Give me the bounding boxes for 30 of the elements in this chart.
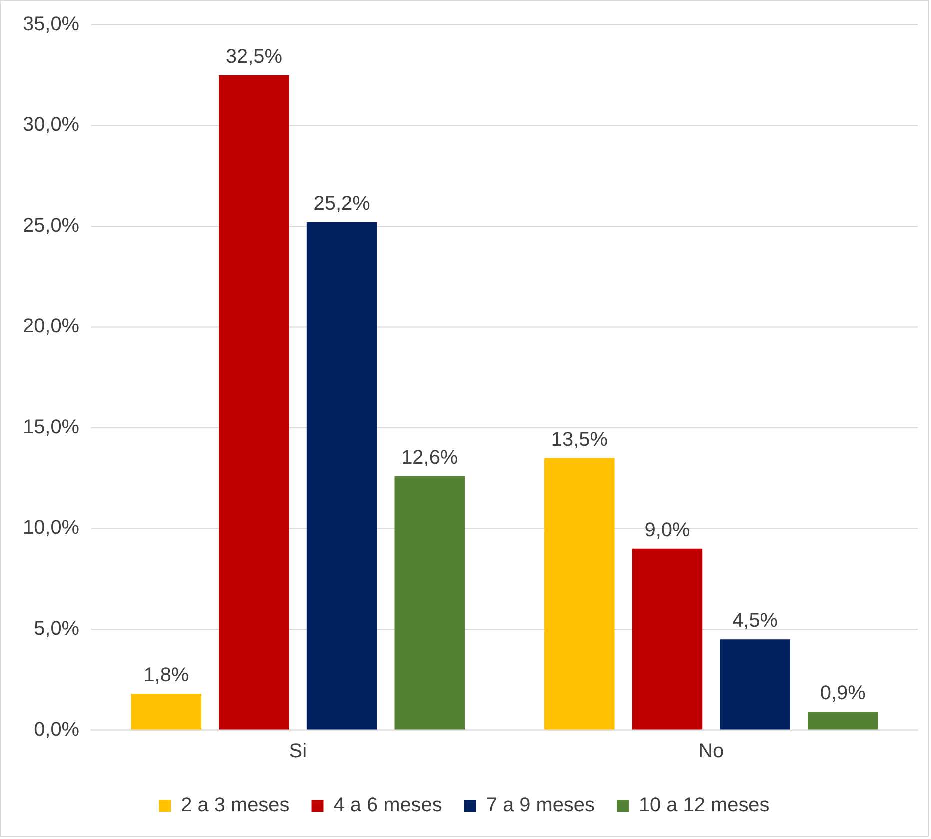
y-tick-label: 30,0% [22, 114, 80, 136]
y-tick-label: 0,0% [34, 718, 80, 741]
bar [544, 458, 615, 730]
data-label: 9,0% [644, 519, 690, 542]
data-label: 25,2% [314, 192, 371, 215]
legend-label: 4 a 6 meses [334, 794, 442, 817]
y-tick-label: 15,0% [22, 416, 80, 438]
data-label: 4,5% [732, 610, 778, 632]
bar [306, 222, 378, 730]
bar [808, 712, 878, 730]
y-tick-label: 25,0% [22, 214, 80, 237]
x-tick-label: No [698, 740, 724, 763]
bar [720, 640, 790, 730]
data-label: 32,5% [226, 46, 283, 68]
y-tick-label: 20,0% [22, 316, 80, 338]
bar [131, 694, 202, 730]
y-tick-label: 5,0% [34, 618, 80, 640]
data-label: 1,8% [144, 664, 190, 687]
legend-label: 10 a 12 meses [638, 794, 770, 817]
legend-label: 7 a 9 meses [486, 794, 595, 817]
bar [394, 476, 465, 730]
data-label: 12,6% [402, 446, 458, 469]
data-label: 0,9% [820, 682, 866, 705]
x-tick-label: Si [289, 740, 308, 763]
y-tick-label: 10,0% [22, 517, 80, 540]
y-tick-label: 35,0% [22, 13, 80, 36]
data-label: 13,5% [551, 428, 608, 451]
bar [219, 75, 290, 730]
legend-label: 2 a 3 meses [181, 794, 290, 817]
bar [632, 548, 703, 730]
